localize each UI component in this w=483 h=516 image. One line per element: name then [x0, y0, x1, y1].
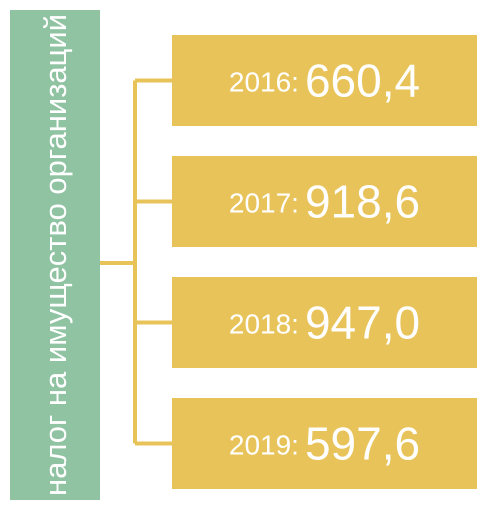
year-label: 2016: [229, 67, 299, 98]
year-label: 2019: [229, 430, 299, 461]
box-text: 2016: 660,4 [229, 55, 420, 107]
amount-label: 947,0 [305, 297, 420, 349]
amount-label: 660,4 [305, 55, 420, 107]
year-label: 2018: [229, 309, 299, 340]
value-box [172, 277, 477, 368]
value-box [172, 156, 477, 247]
value-box [172, 398, 477, 489]
value-box [172, 35, 477, 126]
amount-label: 597,6 [305, 418, 420, 470]
box-text: 2018: 947,0 [229, 297, 420, 349]
bracket [100, 78, 172, 446]
label-panel [10, 10, 100, 500]
amount-label: 918,6 [305, 176, 420, 228]
panel-label: налог на имущество организаций [38, 14, 73, 496]
box-text: 2017: 918,6 [229, 176, 420, 228]
box-text: 2019: 597,6 [229, 418, 420, 470]
year-label: 2017: [229, 188, 299, 219]
